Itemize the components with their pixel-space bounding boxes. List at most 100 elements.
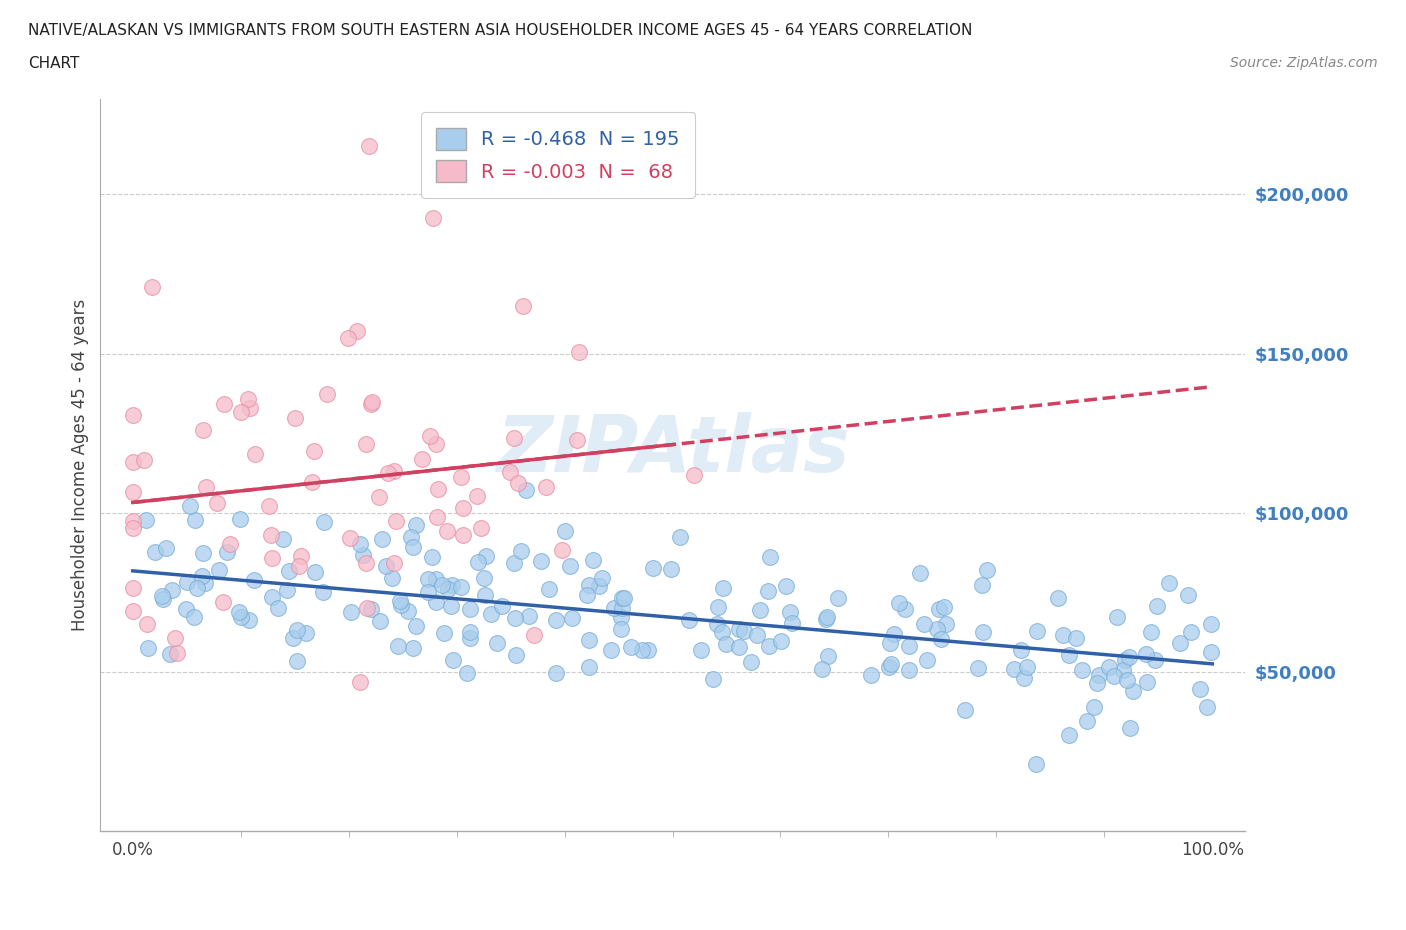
Point — [551, 543, 574, 558]
Point — [368, 613, 391, 628]
Point — [877, 659, 900, 674]
Point — [441, 653, 464, 668]
Point — [276, 583, 298, 598]
Point — [354, 555, 377, 570]
Point — [517, 608, 540, 623]
Point — [689, 643, 711, 658]
Point — [229, 610, 252, 625]
Point — [367, 489, 389, 504]
Point — [304, 565, 326, 579]
Point — [976, 563, 998, 578]
Point — [879, 636, 901, 651]
Point — [897, 662, 920, 677]
Point — [1104, 669, 1126, 684]
Point — [179, 498, 201, 513]
Point — [382, 464, 405, 479]
Point — [160, 582, 183, 597]
Point — [1105, 610, 1128, 625]
Point — [387, 638, 409, 653]
Point — [472, 570, 495, 585]
Point — [436, 524, 458, 538]
Point — [425, 572, 447, 587]
Point — [1010, 643, 1032, 658]
Point — [284, 410, 307, 425]
Point — [637, 643, 659, 658]
Point — [311, 584, 333, 599]
Point — [357, 140, 380, 154]
Point — [935, 617, 957, 631]
Point — [683, 468, 706, 483]
Point — [1017, 659, 1039, 674]
Point — [620, 640, 643, 655]
Point — [420, 550, 443, 565]
Point — [756, 584, 779, 599]
Point — [1076, 714, 1098, 729]
Point — [733, 624, 755, 639]
Point — [659, 562, 682, 577]
Point — [278, 564, 301, 578]
Point — [191, 422, 214, 437]
Point — [728, 640, 751, 655]
Point — [183, 610, 205, 625]
Point — [150, 589, 173, 604]
Point — [456, 666, 478, 681]
Point — [228, 604, 250, 619]
Point — [505, 610, 527, 625]
Point — [641, 561, 664, 576]
Point — [375, 559, 398, 574]
Point — [740, 655, 762, 670]
Point — [582, 553, 605, 568]
Point — [194, 575, 217, 590]
Point — [505, 647, 527, 662]
Point — [588, 578, 610, 593]
Point — [1083, 699, 1105, 714]
Point — [927, 621, 949, 636]
Point — [243, 572, 266, 587]
Point — [1057, 727, 1080, 742]
Point — [314, 514, 336, 529]
Point — [143, 544, 166, 559]
Point — [290, 548, 312, 563]
Point — [339, 530, 361, 545]
Point — [1052, 628, 1074, 643]
Point — [1118, 721, 1140, 736]
Point — [515, 482, 537, 497]
Point — [356, 436, 378, 451]
Point — [630, 643, 652, 658]
Point — [1114, 653, 1136, 668]
Point — [405, 518, 427, 533]
Point — [668, 530, 690, 545]
Point — [485, 635, 508, 650]
Point — [212, 397, 235, 412]
Point — [377, 465, 399, 480]
Y-axis label: Householder Income Ages 45 - 64 years: Householder Income Ages 45 - 64 years — [72, 299, 89, 631]
Point — [360, 602, 382, 617]
Point — [176, 575, 198, 590]
Point — [610, 610, 633, 625]
Point — [260, 528, 283, 543]
Point — [259, 498, 281, 513]
Point — [917, 653, 939, 668]
Point — [702, 671, 724, 686]
Point — [121, 407, 143, 422]
Point — [399, 530, 422, 545]
Point — [141, 280, 163, 295]
Point — [121, 455, 143, 470]
Point — [416, 572, 439, 587]
Point — [135, 512, 157, 527]
Text: Source: ZipAtlas.com: Source: ZipAtlas.com — [1230, 56, 1378, 70]
Point — [388, 593, 411, 608]
Point — [578, 632, 600, 647]
Point — [419, 429, 441, 444]
Point — [817, 648, 839, 663]
Point — [578, 660, 600, 675]
Point — [567, 432, 589, 447]
Point — [538, 581, 561, 596]
Point — [758, 639, 780, 654]
Point — [908, 565, 931, 580]
Point — [745, 628, 768, 643]
Point — [759, 550, 782, 565]
Point — [613, 591, 636, 605]
Point — [207, 563, 229, 578]
Point — [349, 536, 371, 551]
